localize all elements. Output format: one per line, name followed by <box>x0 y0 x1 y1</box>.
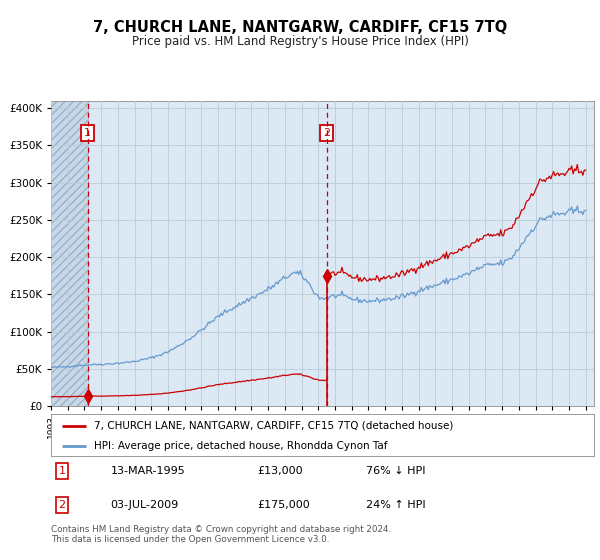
Bar <box>51 101 88 406</box>
Bar <box>51 101 88 406</box>
Text: 7, CHURCH LANE, NANTGARW, CARDIFF, CF15 7TQ: 7, CHURCH LANE, NANTGARW, CARDIFF, CF15 … <box>93 20 507 35</box>
Text: 03-JUL-2009: 03-JUL-2009 <box>111 500 179 510</box>
Text: £175,000: £175,000 <box>257 500 310 510</box>
Text: Price paid vs. HM Land Registry's House Price Index (HPI): Price paid vs. HM Land Registry's House … <box>131 35 469 48</box>
Text: 76% ↓ HPI: 76% ↓ HPI <box>366 466 425 476</box>
Text: 7, CHURCH LANE, NANTGARW, CARDIFF, CF15 7TQ (detached house): 7, CHURCH LANE, NANTGARW, CARDIFF, CF15 … <box>94 421 454 431</box>
Text: 2: 2 <box>323 128 330 138</box>
Text: Contains HM Land Registry data © Crown copyright and database right 2024.
This d: Contains HM Land Registry data © Crown c… <box>51 525 391 544</box>
Text: HPI: Average price, detached house, Rhondda Cynon Taf: HPI: Average price, detached house, Rhon… <box>94 441 388 451</box>
Text: 24% ↑ HPI: 24% ↑ HPI <box>366 500 425 510</box>
Text: 1: 1 <box>58 466 65 476</box>
Text: £13,000: £13,000 <box>257 466 303 476</box>
Text: 2: 2 <box>58 500 65 510</box>
Text: 1: 1 <box>84 128 91 138</box>
Text: 13-MAR-1995: 13-MAR-1995 <box>111 466 185 476</box>
